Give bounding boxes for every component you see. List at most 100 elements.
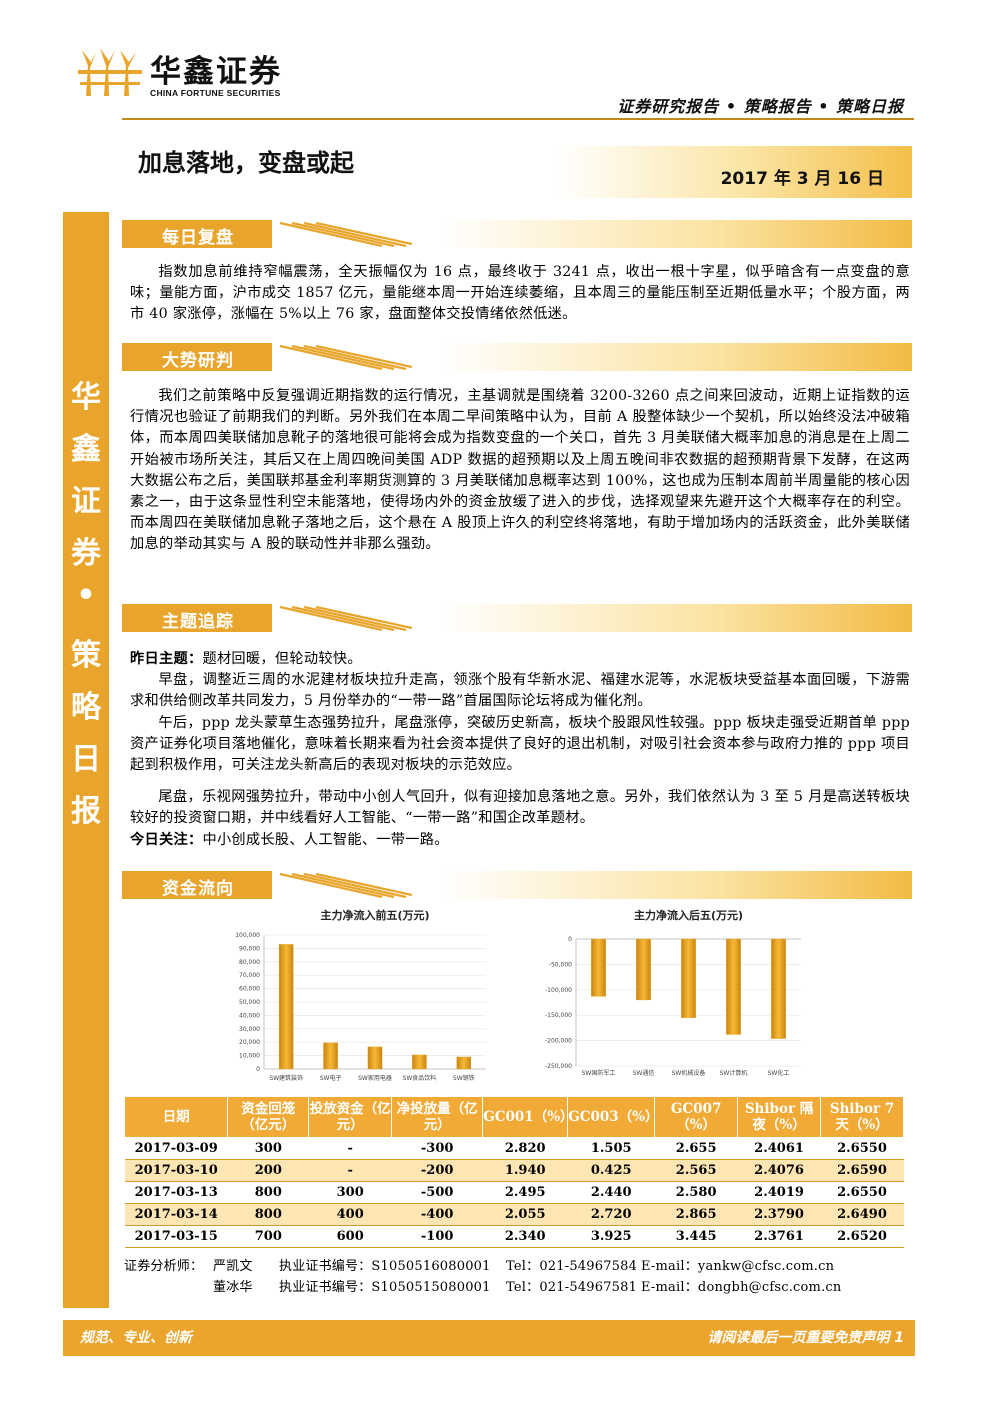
table-cell: -200 <box>391 1159 483 1182</box>
section-title: 每日复盘 <box>162 228 234 248</box>
table-row: 2017-03-09 300- -300 2.820 1.505 2.655 2.4061 2… <box>124 1137 904 1160</box>
sidebar-char: • <box>76 578 96 613</box>
table-cell: -300 <box>391 1137 483 1160</box>
column-header: Shibor 隔夜（%） <box>737 1096 821 1138</box>
table-cell: 2.6550 <box>820 1181 904 1204</box>
y-tick-label: -150,000 <box>545 1012 572 1019</box>
table-cell: 2.055 <box>482 1203 568 1226</box>
section-title: 主题追踪 <box>162 612 234 632</box>
column-header: GC001（%） <box>482 1096 574 1138</box>
table-cell: - <box>308 1137 392 1160</box>
section-title: 资金流向 <box>162 879 234 899</box>
sidebar-char: 鑫 <box>71 432 101 467</box>
yesterday-theme-label: 昨日主题： <box>130 651 203 667</box>
x-category-label: SW电子 <box>320 1074 342 1082</box>
money-market-table: 日期 资金回笼（亿元） 投放资金（亿元） 净投放量（亿元） GC001（%） G… <box>123 1096 904 1248</box>
y-tick-label: -200,000 <box>545 1038 572 1045</box>
column-header: 净投放量（亿元） <box>391 1096 484 1138</box>
theme-paragraph-2: 午后，ppp 龙头蒙草生态强势拉升，尾盘涨停，突破历史新高，板块个股跟风性较强。… <box>130 715 910 774</box>
table-cell: 2.6520 <box>820 1225 904 1248</box>
daily-review-text: 指数加息前维持窄幅震荡，全天振幅仅为 16 点，最终收于 3241 点，收出一根… <box>130 264 910 323</box>
today-focus-label: 今日关注： <box>130 832 203 848</box>
table-cell: 2.565 <box>654 1159 738 1182</box>
x-category-label: SW通信 <box>633 1069 655 1077</box>
report-type: 证券研究报告 • 策略报告 • 策略日报 <box>617 97 904 116</box>
bar <box>771 938 786 1039</box>
yesterday-theme: 昨日主题：题材回暖，但轮动较快。 <box>130 649 910 670</box>
sidebar-banner: 华 鑫 证 券 • 策 略 日 报 <box>63 212 109 1308</box>
stripe-decoration-icon <box>279 344 412 371</box>
y-tick-label: 10,000 <box>239 1053 260 1060</box>
trend-text: 我们之前策略中反复强调近期指数的运行情况，主基调就是围绕着 3200-3260 … <box>130 388 910 553</box>
table-cell: 2017-03-09 <box>124 1137 228 1160</box>
bar <box>323 1042 338 1070</box>
table-cell: 2.4076 <box>737 1159 821 1182</box>
analyst-email: E-mail：yankw@cfsc.com.cn <box>641 1259 835 1274</box>
x-category-label: SW国防军工 <box>582 1069 616 1077</box>
y-tick-label: -100,000 <box>545 987 572 994</box>
table-cell: -400 <box>391 1203 483 1226</box>
table-cell: 2017-03-14 <box>124 1203 228 1226</box>
page-title: 加息落地，变盘或起 <box>138 149 354 177</box>
table-cell: 800 <box>227 1181 309 1204</box>
column-header: 日期 <box>123 1096 229 1138</box>
analyst-tel: Tel：021-54967584 <box>506 1259 638 1274</box>
table-row: 2017-03-10 200- -200 1.940 0.425 2.565 2.4076 2… <box>124 1159 904 1182</box>
table-cell: 300 <box>308 1181 392 1204</box>
analyst-name: 董冰华 <box>213 1280 253 1295</box>
theme-paragraph-1: 早盘，调整近三周的水泥建材板块拉升走高，领涨个股有华新水泥、福建水泥等，水泥板块… <box>130 672 910 710</box>
footer-slogan: 规范、专业、创新 <box>80 1330 192 1346</box>
table-cell: 2.340 <box>482 1225 568 1248</box>
chart-net-inflow-bottom5: 主力净流入后五(万元) 0 -50,000 -100,000 -150,000 -200,… <box>545 908 801 1077</box>
footer-bar <box>63 1320 915 1356</box>
analyst-email: E-mail：dongbh@cfsc.com.cn <box>641 1280 842 1295</box>
y-tick-label: -250,000 <box>545 1063 572 1070</box>
x-category-label: SW食品饮料 <box>403 1074 437 1082</box>
table-cell: 2.6550 <box>820 1137 904 1160</box>
chart-title: 主力净流入后五(万元) <box>634 908 743 922</box>
column-header: 投放资金（亿元） <box>308 1096 393 1138</box>
analyst-name: 严凯文 <box>213 1259 253 1274</box>
table-cell: -500 <box>391 1181 483 1204</box>
company-logo-mark <box>78 48 142 96</box>
analyst-tel: Tel：021-54967581 <box>506 1280 638 1295</box>
footer-disclaimer-note: 请阅读最后一页重要免责声明 1 <box>707 1330 904 1346</box>
column-header: 资金回笼（亿元） <box>227 1096 310 1138</box>
y-tick-label: 50,000 <box>239 999 260 1006</box>
sidebar-char: 华 <box>71 380 101 415</box>
table-cell: 2017-03-10 <box>124 1159 228 1182</box>
column-header: GC003（%） <box>567 1096 658 1138</box>
section-header-daily-review: 每日复盘 <box>122 220 912 248</box>
y-tick-label: 0 <box>256 1066 260 1073</box>
x-category-label: SW机械设备 <box>672 1069 706 1077</box>
bar <box>456 1056 472 1070</box>
table-cell: 2.865 <box>654 1203 738 1226</box>
table-cell: 2.495 <box>482 1181 568 1204</box>
y-tick-label: 40,000 <box>239 1012 260 1019</box>
x-category-label: SW化工 <box>768 1069 790 1077</box>
table-cell: 2.580 <box>654 1181 738 1204</box>
table-cell: 600 <box>308 1225 392 1248</box>
table-cell: 2.720 <box>567 1203 655 1226</box>
bar <box>726 938 741 1035</box>
table-cell: 400 <box>308 1203 392 1226</box>
theme-paragraph-3: 尾盘，乐视网强势拉升，带动中小创人气回升，似有迎接加息落地之意。另外，我们依然认… <box>130 789 910 827</box>
y-tick-label: 20,000 <box>239 1039 260 1046</box>
table-cell: -100 <box>391 1225 483 1248</box>
section-header-trend: 大势研判 <box>122 343 912 371</box>
x-category-label: SW家用电器 <box>358 1074 392 1082</box>
analyst-cert: 执业证书编号：S1050516080001 <box>279 1259 491 1274</box>
column-header: GC007（%） <box>654 1096 739 1138</box>
table-cell: 1.940 <box>482 1159 568 1182</box>
yesterday-theme-text: 题材回暖，但轮动较快。 <box>202 651 362 667</box>
x-category-label: SW建筑装饰 <box>269 1074 303 1082</box>
sidebar-char: 略 <box>71 690 101 725</box>
stripe-decoration-icon <box>279 221 412 248</box>
sidebar-char: 证 <box>71 484 101 519</box>
y-tick-label: 60,000 <box>239 986 260 993</box>
x-category-label: SW钢铁 <box>453 1074 475 1082</box>
y-tick-label: -50,000 <box>549 961 572 968</box>
chart-net-inflow-top5: 主力净流入前五(万元) 0 10,000 20,000 30,000 40,000 50,0… <box>235 908 486 1082</box>
table-header-row: 日期 资金回笼（亿元） 投放资金（亿元） 净投放量（亿元） GC001（%） G… <box>123 1096 904 1138</box>
table-cell: 2.655 <box>654 1137 738 1160</box>
